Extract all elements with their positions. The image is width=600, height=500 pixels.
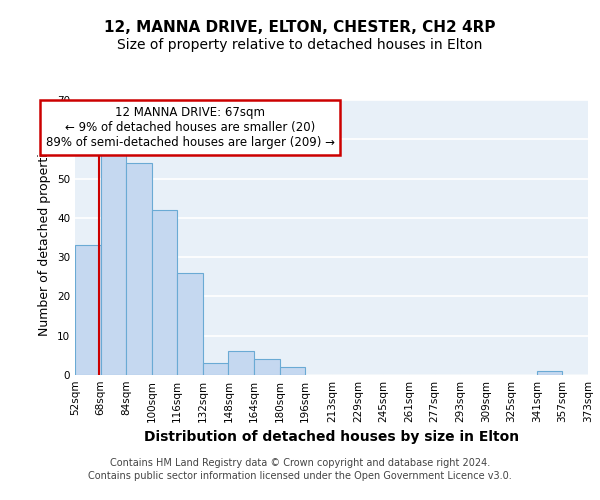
- X-axis label: Distribution of detached houses by size in Elton: Distribution of detached houses by size …: [144, 430, 519, 444]
- Bar: [203, 363, 229, 375]
- Bar: [75, 246, 101, 375]
- Bar: [229, 352, 254, 375]
- Text: Size of property relative to detached houses in Elton: Size of property relative to detached ho…: [118, 38, 482, 52]
- Y-axis label: Number of detached properties: Number of detached properties: [38, 139, 52, 336]
- Bar: [152, 210, 177, 375]
- Bar: [254, 360, 280, 375]
- Bar: [177, 273, 203, 375]
- Text: Contains public sector information licensed under the Open Government Licence v3: Contains public sector information licen…: [88, 471, 512, 481]
- Text: 12, MANNA DRIVE, ELTON, CHESTER, CH2 4RP: 12, MANNA DRIVE, ELTON, CHESTER, CH2 4RP: [104, 20, 496, 35]
- Bar: [101, 147, 126, 375]
- Bar: [280, 367, 305, 375]
- Text: 12 MANNA DRIVE: 67sqm
← 9% of detached houses are smaller (20)
89% of semi-detac: 12 MANNA DRIVE: 67sqm ← 9% of detached h…: [46, 106, 335, 149]
- Text: Contains HM Land Registry data © Crown copyright and database right 2024.: Contains HM Land Registry data © Crown c…: [110, 458, 490, 468]
- Bar: [537, 371, 562, 375]
- Bar: [126, 163, 152, 375]
